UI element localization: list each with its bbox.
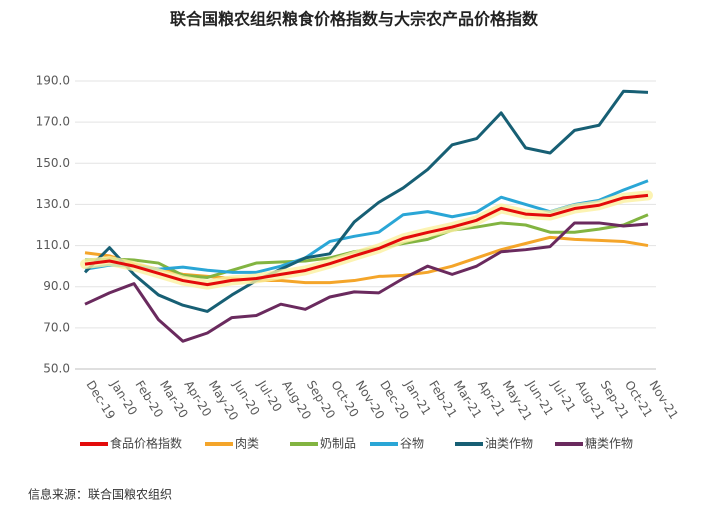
x-tick-label: Nov-21 [646,378,681,422]
series-line [84,221,649,343]
legend-label: 奶制品 [320,437,356,451]
y-tick-label: 150.0 [36,156,70,170]
y-tick-label: 90.0 [43,279,70,293]
legend-label: 食品价格指数 [110,436,182,451]
legend-label: 谷物 [400,437,424,451]
y-tick-label: 190.0 [36,74,70,88]
y-tick-label: 70.0 [43,320,70,334]
y-tick-label: 50.0 [43,362,70,376]
series-line [84,179,649,274]
y-tick-label: 110.0 [36,238,70,252]
legend-label: 油类作物 [485,437,533,451]
series-line [83,89,649,313]
legend-label: 肉类 [235,437,259,451]
series-line [84,193,649,287]
chart-title: 联合国粮农组织粮食价格指数与大宗农产品价格指数 [170,10,539,29]
y-tick-label: 170.0 [36,115,70,129]
source-note: 信息来源：联合国粮农组织 [28,487,172,502]
legend-label: 糖类作物 [585,436,633,451]
y-tick-label: 130.0 [36,197,70,211]
